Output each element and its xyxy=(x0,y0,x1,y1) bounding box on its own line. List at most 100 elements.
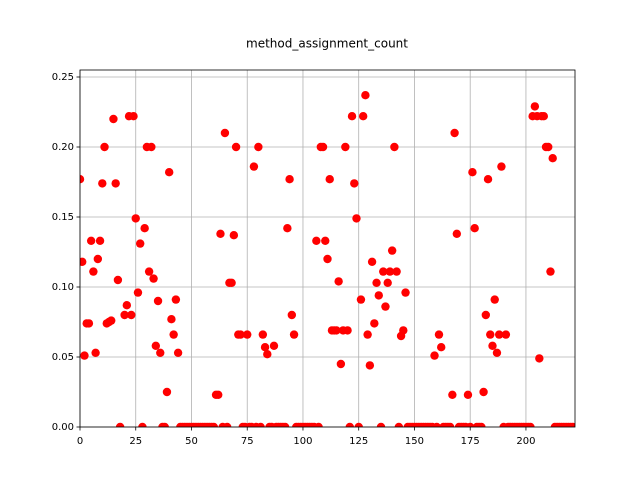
point xyxy=(432,422,441,427)
point xyxy=(89,267,98,276)
point xyxy=(269,341,279,350)
point xyxy=(216,229,225,238)
point xyxy=(452,229,462,238)
point xyxy=(95,236,105,245)
point xyxy=(387,246,397,255)
point xyxy=(91,348,100,357)
point xyxy=(93,254,103,264)
point xyxy=(131,214,140,223)
point xyxy=(341,142,350,152)
point xyxy=(138,422,147,427)
point xyxy=(470,224,479,233)
point xyxy=(332,326,341,335)
point xyxy=(501,330,511,339)
y-tick-label: 0.25 xyxy=(52,72,74,83)
point xyxy=(80,175,85,184)
point xyxy=(160,422,169,427)
y-tick-label: 0.05 xyxy=(52,352,74,363)
point xyxy=(546,267,555,276)
point xyxy=(236,330,245,339)
point xyxy=(260,343,270,352)
point xyxy=(285,175,294,184)
point xyxy=(227,278,236,287)
point xyxy=(229,231,239,240)
point xyxy=(98,179,107,188)
point xyxy=(243,330,252,339)
point xyxy=(167,315,176,324)
point xyxy=(394,422,404,427)
point xyxy=(107,316,116,325)
point xyxy=(323,254,332,264)
point xyxy=(321,236,330,245)
x-tick-label: 25 xyxy=(129,436,142,447)
point xyxy=(490,295,499,304)
point xyxy=(477,422,486,427)
point xyxy=(115,422,125,427)
point xyxy=(535,354,544,363)
point xyxy=(156,348,165,357)
point xyxy=(354,422,363,427)
point xyxy=(483,175,493,184)
point xyxy=(468,168,477,177)
point xyxy=(401,288,410,297)
x-tick-label: 200 xyxy=(516,436,535,447)
point xyxy=(363,330,372,339)
point xyxy=(263,350,272,359)
point xyxy=(164,168,174,177)
point xyxy=(379,267,388,276)
point xyxy=(129,112,138,121)
point xyxy=(374,291,383,300)
point xyxy=(365,361,375,370)
point xyxy=(343,326,352,335)
x-tick-label: 0 xyxy=(77,436,83,447)
point xyxy=(381,302,390,311)
point xyxy=(544,142,553,152)
point xyxy=(80,257,87,266)
point xyxy=(314,422,323,427)
point xyxy=(466,422,475,427)
point xyxy=(120,310,129,320)
point xyxy=(122,301,132,310)
point xyxy=(127,310,136,320)
point xyxy=(153,296,163,306)
point xyxy=(84,319,94,328)
point xyxy=(376,422,386,427)
point xyxy=(111,179,120,188)
point xyxy=(479,387,488,397)
point xyxy=(399,326,408,335)
point xyxy=(568,422,575,427)
point xyxy=(494,330,504,339)
x-tick-label: 100 xyxy=(293,436,312,447)
point xyxy=(372,278,381,287)
point xyxy=(325,175,334,184)
point xyxy=(530,102,540,111)
x-tick-label: 125 xyxy=(349,436,368,447)
point xyxy=(147,142,156,152)
point xyxy=(448,390,457,399)
point xyxy=(151,341,161,350)
point xyxy=(383,278,392,287)
point xyxy=(100,142,109,152)
point xyxy=(249,162,259,171)
point xyxy=(497,162,506,171)
y-tick-label: 0.00 xyxy=(52,422,74,433)
chart-title: method_assignment_count xyxy=(246,37,408,51)
y-tick-label: 0.15 xyxy=(52,212,74,223)
point xyxy=(140,224,149,233)
point xyxy=(231,142,241,152)
point xyxy=(258,330,268,339)
point xyxy=(437,343,446,352)
point xyxy=(488,341,497,350)
point xyxy=(385,267,395,276)
point xyxy=(136,239,145,248)
point xyxy=(450,128,459,138)
point xyxy=(539,112,548,121)
point xyxy=(347,112,357,121)
point xyxy=(445,422,455,427)
point xyxy=(350,179,359,188)
point xyxy=(280,422,290,427)
point xyxy=(492,348,502,357)
point xyxy=(318,142,328,152)
